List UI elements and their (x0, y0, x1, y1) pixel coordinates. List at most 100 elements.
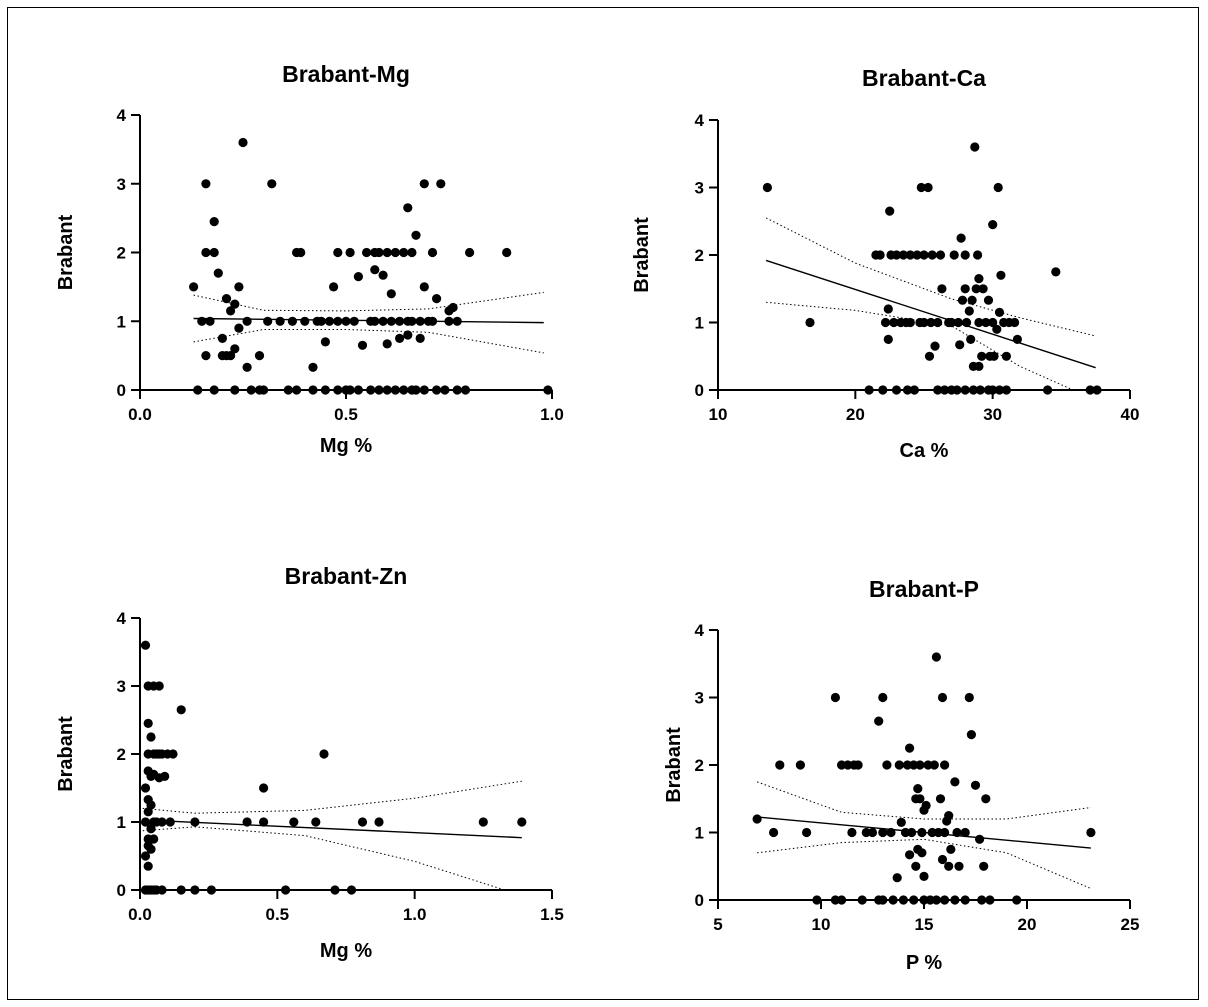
data-point (921, 800, 931, 811)
chart-panel-2: Brabant-Ca Ca % Brabant 0 1 2 3 4 10 20 30 40 (631, 65, 1139, 462)
data-point (263, 316, 273, 326)
x-tick-label: 20 (1018, 915, 1037, 934)
y-tick-label: 3 (117, 677, 126, 696)
data-point (157, 817, 167, 827)
data-point (977, 351, 987, 361)
data-point (1092, 385, 1102, 395)
data-point (996, 270, 1006, 280)
data-point (957, 295, 968, 305)
y-tick-label: 0 (695, 381, 704, 400)
y-axis-label: Brabant (55, 214, 77, 290)
confidence-band-upper (193, 291, 544, 312)
data-point (933, 317, 943, 328)
data-point (917, 827, 927, 838)
data-point (775, 760, 785, 770)
y-tick-label: 0 (117, 881, 126, 900)
data-point (242, 817, 252, 827)
data-point (320, 385, 330, 395)
confidence-band-upper (142, 780, 522, 814)
y-axis-label: Brabant (663, 727, 685, 803)
data-point (988, 317, 998, 328)
data-point (357, 340, 368, 350)
data-point (292, 385, 302, 395)
data-point (905, 743, 915, 753)
data-point (933, 385, 943, 395)
data-point (1012, 334, 1023, 344)
data-point (386, 289, 396, 299)
data-point (345, 385, 355, 395)
data-point (970, 142, 980, 152)
data-point (929, 760, 939, 770)
y-tick-label: 0 (695, 891, 704, 910)
data-point (213, 268, 223, 278)
data-point (221, 294, 232, 304)
x-tick-label: 1.5 (540, 905, 564, 924)
data-point (246, 385, 256, 395)
data-point (209, 217, 219, 227)
data-point (993, 182, 1003, 193)
data-point (543, 385, 553, 395)
data-point (937, 854, 948, 865)
data-point (444, 316, 454, 326)
data-point (950, 777, 960, 787)
data-point (944, 861, 954, 871)
data-point (898, 895, 909, 905)
data-point (201, 247, 211, 258)
data-point (460, 385, 471, 395)
data-point (382, 247, 392, 258)
data-point (909, 385, 920, 395)
data-point (974, 361, 984, 371)
y-tick-label: 4 (117, 106, 127, 125)
data-point (362, 247, 372, 258)
data-point (905, 850, 915, 860)
data-point (149, 834, 159, 844)
data-point (937, 284, 947, 294)
data-point (283, 385, 293, 395)
data-point (878, 385, 888, 395)
data-point (891, 250, 902, 260)
y-axis-label: Brabant (55, 716, 77, 792)
data-point (140, 783, 151, 793)
data-point (952, 385, 962, 395)
data-point (988, 220, 998, 230)
data-point (888, 895, 898, 905)
data-point (346, 885, 357, 895)
x-tick-label: 0.5 (266, 905, 290, 924)
data-point (923, 182, 933, 193)
data-point (399, 247, 409, 258)
data-point (168, 749, 178, 759)
data-point (960, 895, 970, 905)
data-point (967, 295, 977, 305)
data-point (977, 895, 987, 905)
data-point (189, 282, 199, 292)
data-point (165, 817, 175, 827)
y-tick-label: 3 (117, 175, 126, 194)
y-tick-label: 1 (695, 824, 704, 843)
data-point (419, 385, 429, 395)
data-point (259, 817, 269, 827)
data-point (919, 317, 929, 328)
data-point (882, 760, 892, 770)
data-point (197, 316, 207, 326)
data-point (905, 250, 915, 260)
y-tick-label: 1 (117, 312, 126, 331)
data-point (411, 230, 421, 240)
data-point (905, 317, 915, 328)
data-point (892, 873, 902, 883)
data-point (374, 817, 384, 827)
data-point (209, 385, 219, 395)
data-point (242, 362, 252, 372)
data-point (176, 885, 186, 895)
x-tick-label: 1.0 (403, 905, 427, 924)
data-point (382, 385, 392, 395)
data-point (1043, 385, 1053, 395)
data-point (983, 295, 994, 305)
data-point (940, 760, 950, 770)
data-point (853, 760, 863, 770)
y-tick-label: 2 (117, 745, 126, 764)
data-point (974, 274, 984, 284)
data-point (316, 316, 326, 326)
data-point (878, 692, 888, 703)
data-point (140, 851, 151, 861)
data-point (238, 137, 248, 148)
